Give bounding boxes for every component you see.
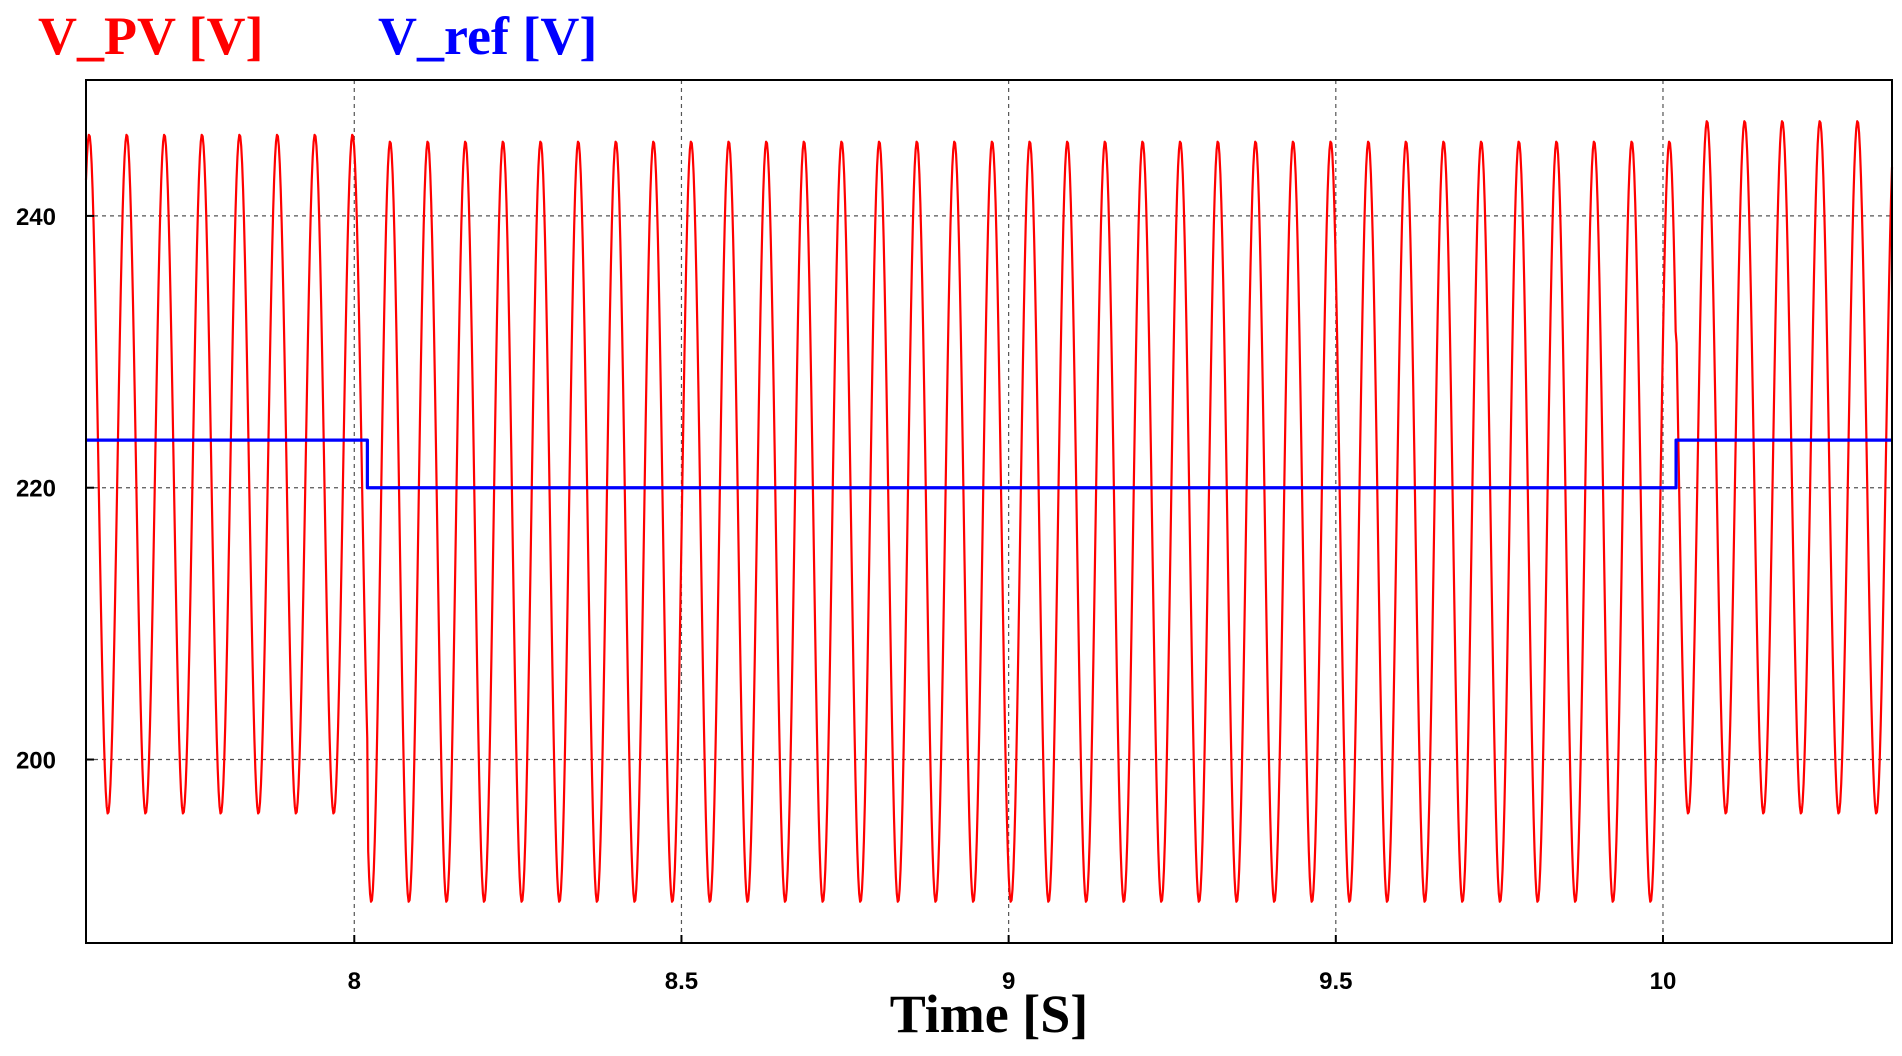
legend-entry-v-pv: V_PV [V] xyxy=(38,6,263,66)
x-axis: 8 8.5 9 9.5 10 xyxy=(348,935,1677,995)
legend: V_PV [V] V_ref [V] xyxy=(38,6,597,66)
y-axis: 200 220 240 xyxy=(16,204,94,775)
x-tick-label-4: 10 xyxy=(1650,968,1677,995)
y-tick-label-2: 240 xyxy=(16,204,56,231)
y-tick-label-0: 200 xyxy=(16,748,56,775)
x-tick-label-0: 8 xyxy=(348,968,361,995)
series-line-v-pv xyxy=(84,120,1894,903)
x-tick-label-1: 8.5 xyxy=(665,968,698,995)
x-axis-label: Time [S] xyxy=(890,984,1089,1044)
series-line-v-ref xyxy=(86,438,1892,490)
y-tick-label-1: 220 xyxy=(16,476,56,503)
plot-frame xyxy=(85,79,1893,944)
x-tick-label-3: 9.5 xyxy=(1319,968,1352,995)
legend-entry-v-ref: V_ref [V] xyxy=(378,6,597,66)
series-layer xyxy=(84,120,1894,903)
x-tick-label-2: 9 xyxy=(1002,968,1015,995)
